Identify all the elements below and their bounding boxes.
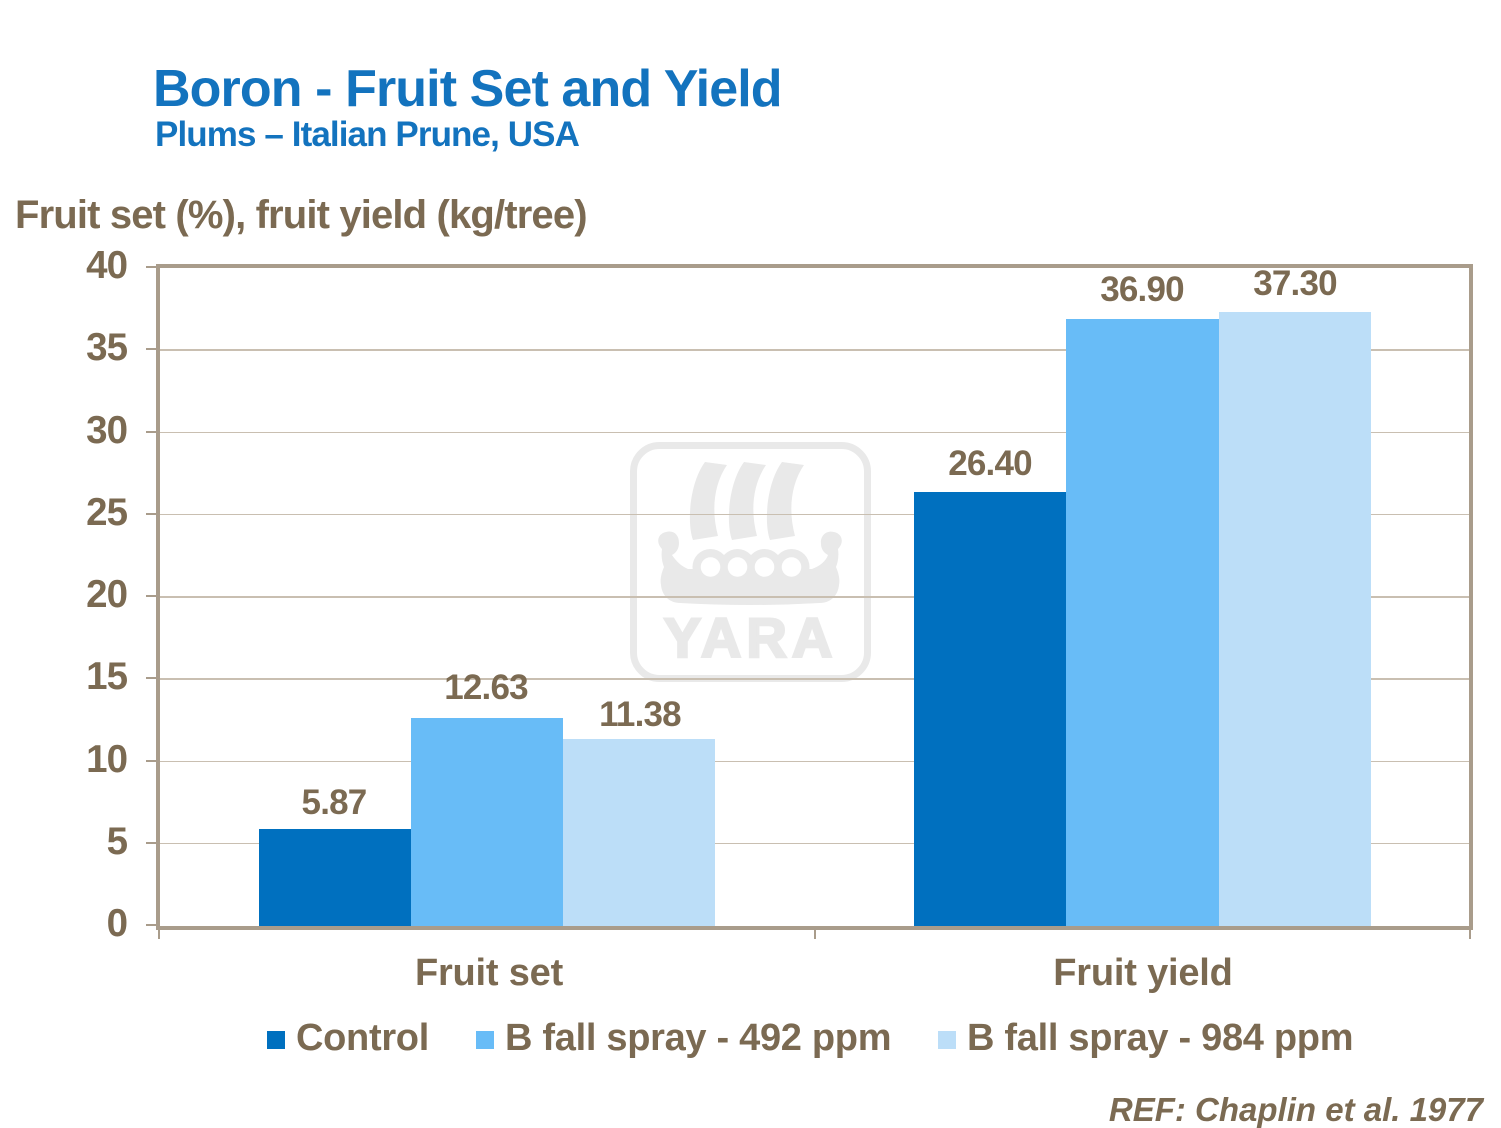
svg-text:YARA: YARA	[664, 606, 838, 669]
